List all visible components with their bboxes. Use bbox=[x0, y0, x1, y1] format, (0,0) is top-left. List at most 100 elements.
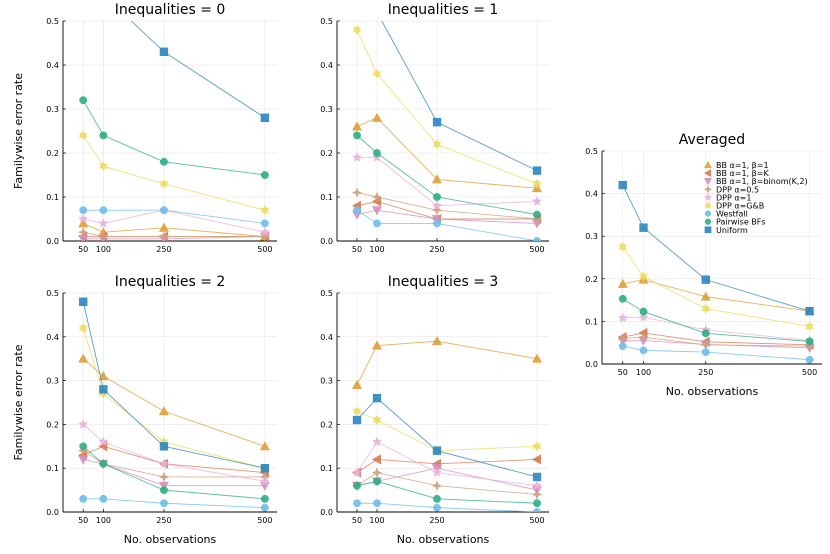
series-line bbox=[83, 236, 265, 240]
data-point bbox=[531, 213, 543, 225]
series-line bbox=[622, 279, 810, 312]
legend-marker bbox=[704, 201, 712, 210]
series bbox=[352, 436, 542, 490]
data-point bbox=[98, 436, 109, 447]
y-tick-label: 0.3 bbox=[320, 105, 333, 114]
data-point bbox=[532, 166, 542, 175]
data-point bbox=[99, 385, 108, 394]
y-tick-label: 0.1 bbox=[320, 193, 333, 202]
series bbox=[617, 327, 814, 350]
panel-2: 0.0 0.1 0.2 0.3 0.4 0.5 50 100 250 500 Inequalitie… bbox=[320, 2, 549, 254]
y-tick-label: 0.0 bbox=[320, 237, 333, 246]
data-point bbox=[351, 379, 363, 389]
y-tick-label: 0.2 bbox=[46, 149, 59, 158]
x-tick-label: 50 bbox=[352, 516, 362, 525]
data-point bbox=[78, 322, 88, 334]
data-point bbox=[618, 294, 627, 303]
panel-title: Inequalities = 3 bbox=[388, 274, 499, 290]
legend-label: BB α=1, β=1 bbox=[716, 161, 769, 170]
series bbox=[79, 206, 269, 228]
y-tick-label: 0.2 bbox=[320, 420, 333, 429]
series-line bbox=[82, 450, 265, 478]
series-line bbox=[357, 156, 538, 207]
series-line bbox=[130, 21, 266, 119]
data-point bbox=[531, 353, 543, 363]
y-tick-label: 0.1 bbox=[585, 317, 598, 326]
data-point bbox=[78, 353, 89, 363]
data-point bbox=[618, 342, 627, 351]
data-point bbox=[159, 47, 169, 56]
data-point bbox=[533, 210, 541, 219]
x-tick-label: 250 bbox=[156, 516, 171, 525]
series bbox=[78, 441, 269, 478]
legend-marker bbox=[703, 160, 713, 169]
data-point bbox=[351, 187, 363, 198]
data-point bbox=[352, 467, 362, 477]
data-point bbox=[160, 206, 168, 215]
data-point bbox=[432, 446, 442, 455]
data-point bbox=[618, 180, 627, 190]
y-tick-label: 0.1 bbox=[46, 464, 59, 473]
x-tick-label: 100 bbox=[96, 516, 111, 525]
y-tick-label: 0.0 bbox=[46, 508, 59, 517]
y-tick-label: 0.4 bbox=[320, 61, 333, 70]
series-line bbox=[83, 459, 265, 487]
series-line bbox=[356, 458, 538, 473]
x-tick-label: 500 bbox=[257, 516, 272, 525]
data-point bbox=[98, 231, 109, 241]
data-point bbox=[371, 112, 383, 122]
x-tick-label: 500 bbox=[529, 245, 544, 254]
data-point bbox=[78, 213, 89, 224]
data-point bbox=[372, 393, 382, 403]
y-tick-label: 0.5 bbox=[585, 147, 598, 156]
x-tick-label: 100 bbox=[369, 245, 384, 254]
y-tick-label: 0.0 bbox=[46, 237, 59, 246]
data-point bbox=[372, 414, 382, 426]
data-point bbox=[79, 297, 88, 306]
series bbox=[353, 206, 541, 241]
x-axis-title: No. observations bbox=[124, 533, 217, 546]
data-point bbox=[99, 459, 108, 468]
data-point bbox=[79, 442, 88, 451]
series-line bbox=[622, 246, 810, 327]
data-point bbox=[260, 494, 269, 503]
data-point bbox=[531, 489, 543, 500]
x-axis-title: No. observations bbox=[666, 385, 759, 398]
series bbox=[352, 406, 542, 456]
series-line bbox=[622, 345, 810, 361]
series bbox=[78, 419, 270, 486]
data-point bbox=[432, 118, 442, 127]
data-point bbox=[372, 68, 382, 80]
series-line bbox=[356, 480, 538, 504]
legend-marker bbox=[703, 193, 713, 201]
panel-3: 0.0 0.1 0.2 0.3 0.4 0.5 50 100 250 500 Inequalitie… bbox=[12, 274, 277, 546]
data-point bbox=[98, 160, 108, 172]
series-line bbox=[82, 424, 265, 482]
data-point bbox=[353, 131, 361, 140]
data-point bbox=[77, 226, 89, 238]
data-point bbox=[638, 331, 649, 343]
legend-marker bbox=[704, 210, 712, 217]
data-point bbox=[431, 480, 443, 492]
panel-1: 0.0 0.1 0.2 0.3 0.4 0.5 50 100 250 500 Inequalitie… bbox=[12, 2, 277, 254]
series-line bbox=[356, 410, 538, 452]
y-tick-label: 0.3 bbox=[46, 105, 59, 114]
data-point bbox=[638, 311, 649, 322]
data-point bbox=[432, 138, 442, 150]
y-axis-title: Familywise error rate bbox=[12, 73, 25, 189]
data-point bbox=[260, 171, 269, 179]
x-tick-label: 250 bbox=[698, 368, 713, 377]
data-point bbox=[532, 472, 542, 482]
data-point bbox=[79, 494, 88, 503]
legend-marker bbox=[703, 169, 712, 178]
data-point bbox=[371, 206, 383, 216]
data-point bbox=[618, 241, 628, 253]
x-tick-label: 250 bbox=[156, 245, 171, 254]
y-tick-label: 0.3 bbox=[320, 377, 333, 386]
data-point bbox=[432, 467, 442, 477]
series-line bbox=[356, 209, 538, 241]
plot-area bbox=[617, 180, 815, 364]
y-tick-label: 0.2 bbox=[585, 275, 598, 284]
series-line bbox=[622, 340, 810, 349]
y-tick-label: 0.4 bbox=[320, 333, 333, 342]
